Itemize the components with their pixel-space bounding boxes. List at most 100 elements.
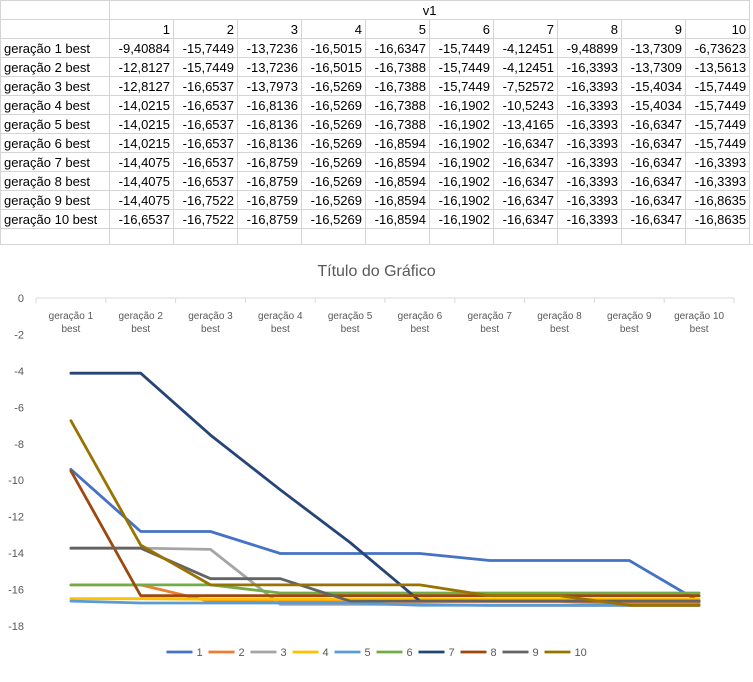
value-cell[interactable]: -15,7449	[429, 38, 494, 58]
value-cell[interactable]: -16,3393	[557, 209, 622, 229]
value-cell[interactable]: -12,8127	[109, 76, 174, 96]
value-cell[interactable]: -16,8635	[684, 209, 751, 229]
value-cell[interactable]: -9,40884	[109, 38, 174, 58]
row-label-cell[interactable]: geração 9 best	[0, 190, 110, 210]
value-cell[interactable]: -16,6347	[621, 152, 686, 172]
value-cell[interactable]: -16,1902	[429, 133, 494, 153]
value-cell[interactable]: -16,8136	[237, 114, 302, 134]
value-cell[interactable]: -16,6537	[173, 133, 238, 153]
sheet-title-cell[interactable]: v1	[108, 0, 751, 20]
value-cell[interactable]: -13,5613	[684, 57, 751, 77]
value-cell[interactable]: -16,6347	[365, 38, 430, 58]
value-cell[interactable]: -16,6537	[173, 76, 238, 96]
column-header-cell[interactable]: 2	[173, 19, 238, 39]
value-cell[interactable]: -15,7449	[429, 76, 494, 96]
value-cell[interactable]: -16,8594	[365, 171, 430, 191]
row-label-cell[interactable]: geração 4 best	[0, 95, 110, 115]
value-cell[interactable]: -16,8594	[365, 133, 430, 153]
value-cell[interactable]: -16,1902	[429, 209, 494, 229]
column-header-cell[interactable]: 10	[684, 19, 751, 39]
value-cell[interactable]: -16,8136	[237, 133, 302, 153]
column-header-cell[interactable]: 3	[237, 19, 302, 39]
column-header-cell[interactable]: 5	[365, 19, 430, 39]
value-cell[interactable]: -14,0215	[109, 133, 174, 153]
value-cell[interactable]: -15,4034	[621, 76, 686, 96]
column-header-cell[interactable]: 9	[621, 19, 686, 39]
column-header-cell[interactable]: 6	[429, 19, 494, 39]
cell-empty[interactable]	[0, 19, 110, 39]
value-cell[interactable]: -16,3393	[684, 152, 751, 172]
value-cell[interactable]: -16,1902	[429, 171, 494, 191]
value-cell[interactable]: -16,8635	[684, 190, 751, 210]
value-cell[interactable]: -16,5015	[301, 38, 366, 58]
value-cell[interactable]: -16,8759	[237, 190, 302, 210]
value-cell[interactable]: -16,3393	[557, 76, 622, 96]
row-label-cell[interactable]: geração 10 best	[0, 209, 110, 229]
row-label-cell[interactable]: geração 1 best	[0, 38, 110, 58]
value-cell[interactable]: -16,6347	[621, 133, 686, 153]
value-cell[interactable]: -15,7449	[684, 76, 751, 96]
value-cell[interactable]: -16,3393	[557, 171, 622, 191]
row-label-cell[interactable]: geração 7 best	[0, 152, 110, 172]
value-cell[interactable]: -16,7388	[365, 57, 430, 77]
value-cell[interactable]: -16,3393	[557, 114, 622, 134]
value-cell[interactable]: -16,5269	[301, 152, 366, 172]
value-cell[interactable]: -16,7388	[365, 95, 430, 115]
value-cell[interactable]: -16,6537	[173, 152, 238, 172]
value-cell[interactable]: -16,5269	[301, 190, 366, 210]
value-cell[interactable]: -6,73623	[684, 38, 751, 58]
value-cell[interactable]: -13,7309	[621, 57, 686, 77]
row-label-cell[interactable]: geração 6 best	[0, 133, 110, 153]
value-cell[interactable]: -16,3393	[557, 133, 622, 153]
value-cell[interactable]: -15,7449	[429, 57, 494, 77]
value-cell[interactable]: -15,7449	[684, 95, 751, 115]
value-cell[interactable]: -15,7449	[173, 38, 238, 58]
value-cell[interactable]: -14,0215	[109, 95, 174, 115]
value-cell[interactable]: -16,3393	[557, 95, 622, 115]
value-cell[interactable]: -16,6347	[493, 152, 558, 172]
row-label-cell[interactable]: geração 2 best	[0, 57, 110, 77]
value-cell[interactable]: -16,6347	[493, 190, 558, 210]
column-header-cell[interactable]: 7	[493, 19, 558, 39]
value-cell[interactable]: -16,3393	[557, 190, 622, 210]
value-cell[interactable]: -16,6537	[173, 95, 238, 115]
value-cell[interactable]: -9,48899	[557, 38, 622, 58]
value-cell[interactable]: -16,8759	[237, 152, 302, 172]
line-chart[interactable]: Título do Gráfico 0 -2 -4 -6 -8 -10 -12 -14 -16 -1…	[0, 244, 753, 677]
value-cell[interactable]: -14,4075	[109, 152, 174, 172]
value-cell[interactable]: -16,6537	[173, 171, 238, 191]
value-cell[interactable]: -15,7449	[684, 133, 751, 153]
value-cell[interactable]: -16,6347	[621, 190, 686, 210]
value-cell[interactable]: -16,5269	[301, 95, 366, 115]
row-label-cell[interactable]: geração 3 best	[0, 76, 110, 96]
value-cell[interactable]: -16,5015	[301, 57, 366, 77]
value-cell[interactable]: -16,6537	[109, 209, 174, 229]
value-cell[interactable]: -16,6537	[173, 114, 238, 134]
value-cell[interactable]: -16,3393	[557, 152, 622, 172]
value-cell[interactable]: -16,5269	[301, 209, 366, 229]
value-cell[interactable]: -16,7522	[173, 190, 238, 210]
value-cell[interactable]: -16,6347	[621, 114, 686, 134]
value-cell[interactable]: -13,7236	[237, 57, 302, 77]
value-cell[interactable]: -16,1902	[429, 114, 494, 134]
value-cell[interactable]: -16,8594	[365, 190, 430, 210]
value-cell[interactable]: -16,1902	[429, 152, 494, 172]
value-cell[interactable]: -16,7522	[173, 209, 238, 229]
value-cell[interactable]: -13,7973	[237, 76, 302, 96]
column-header-cell[interactable]: 8	[557, 19, 622, 39]
value-cell[interactable]: -16,7388	[365, 76, 430, 96]
value-cell[interactable]: -16,6347	[621, 209, 686, 229]
value-cell[interactable]: -15,4034	[621, 95, 686, 115]
value-cell[interactable]: -16,8594	[365, 152, 430, 172]
cell-empty[interactable]	[0, 0, 110, 20]
value-cell[interactable]: -15,7449	[684, 114, 751, 134]
column-header-cell[interactable]: 4	[301, 19, 366, 39]
value-cell[interactable]: -16,3393	[684, 171, 751, 191]
value-cell[interactable]: -16,5269	[301, 133, 366, 153]
value-cell[interactable]: -16,1902	[429, 190, 494, 210]
value-cell[interactable]: -13,4165	[493, 114, 558, 134]
value-cell[interactable]: -4,12451	[493, 57, 558, 77]
column-header-cell[interactable]: 1	[109, 19, 174, 39]
value-cell[interactable]: -16,1902	[429, 95, 494, 115]
value-cell[interactable]: -16,6347	[493, 133, 558, 153]
